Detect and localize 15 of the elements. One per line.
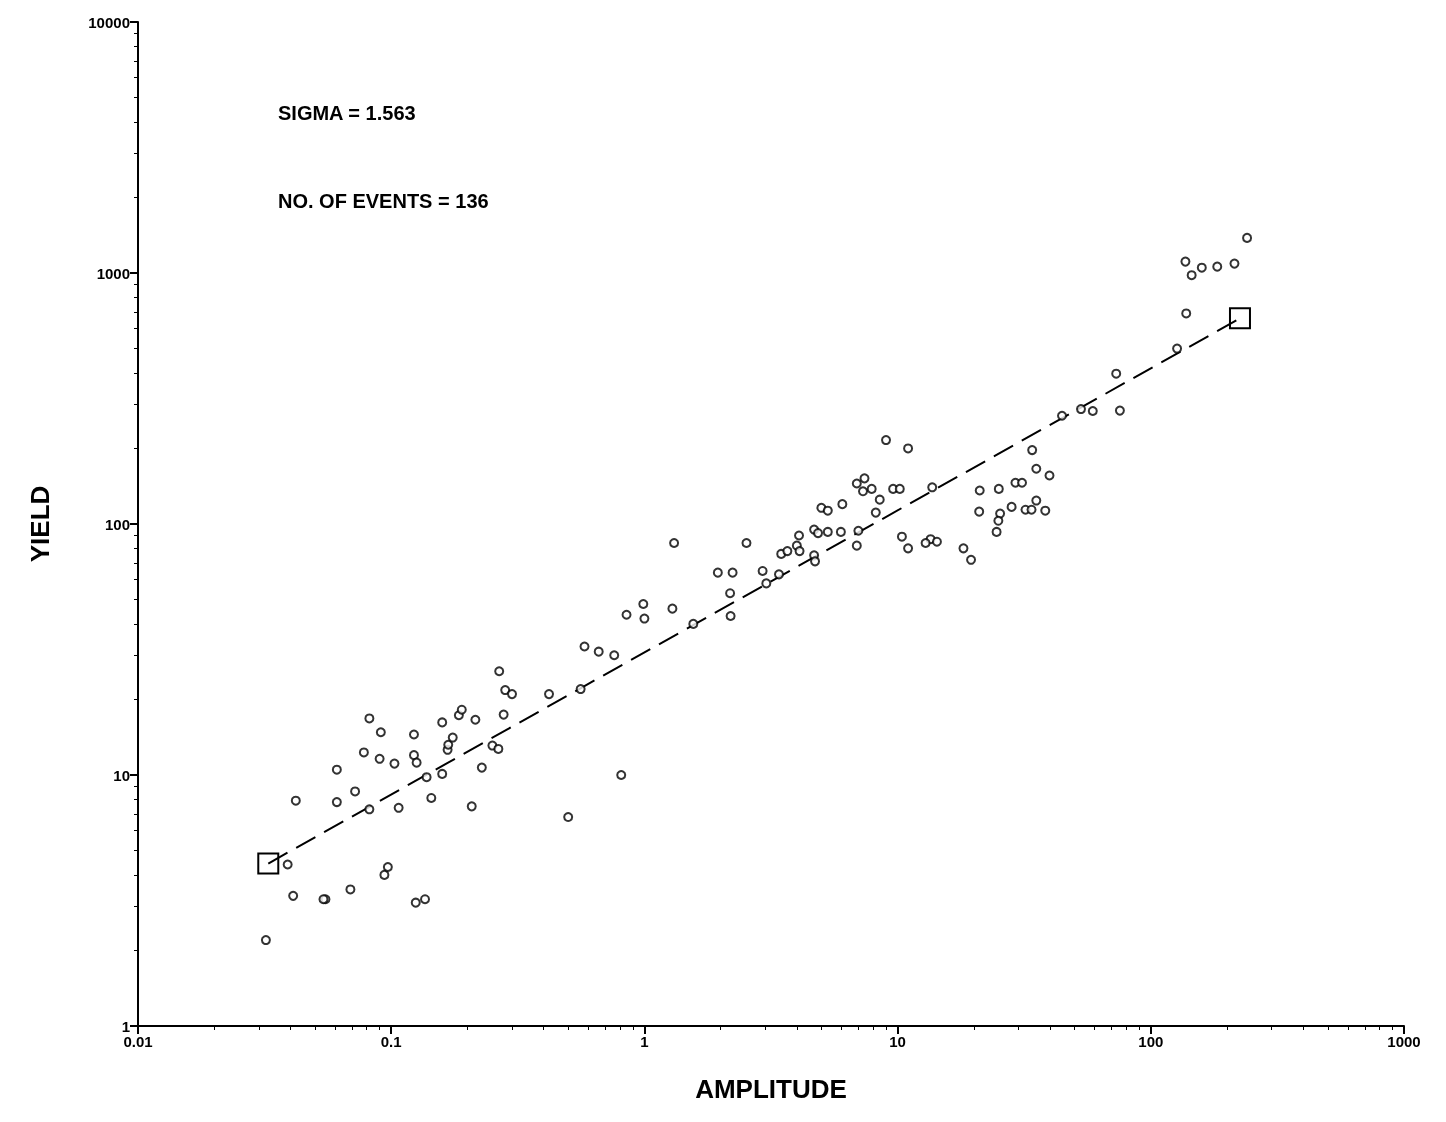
x-tick-label: 1 [640, 1033, 649, 1050]
y-tick-label: 1000 [96, 264, 130, 282]
y-axis-title: YIELD [25, 485, 55, 563]
annotation: NO. OF EVENTS = 136 [278, 190, 489, 212]
x-tick-label: 10 [889, 1033, 906, 1050]
x-axis-title: AMPLITUDE [695, 1074, 847, 1104]
y-tick-label: 1 [121, 1017, 130, 1035]
x-tick-label: 100 [1138, 1033, 1164, 1050]
x-tick-label: 0.01 [123, 1033, 153, 1050]
y-tick-label: 10 [113, 766, 130, 784]
annotation: SIGMA = 1.563 [278, 102, 416, 124]
x-tick-label: 0.1 [380, 1033, 402, 1050]
y-tick-label: 10000 [88, 13, 130, 31]
y-tick-label: 100 [104, 515, 130, 533]
x-tick-label: 1000 [1387, 1033, 1421, 1050]
